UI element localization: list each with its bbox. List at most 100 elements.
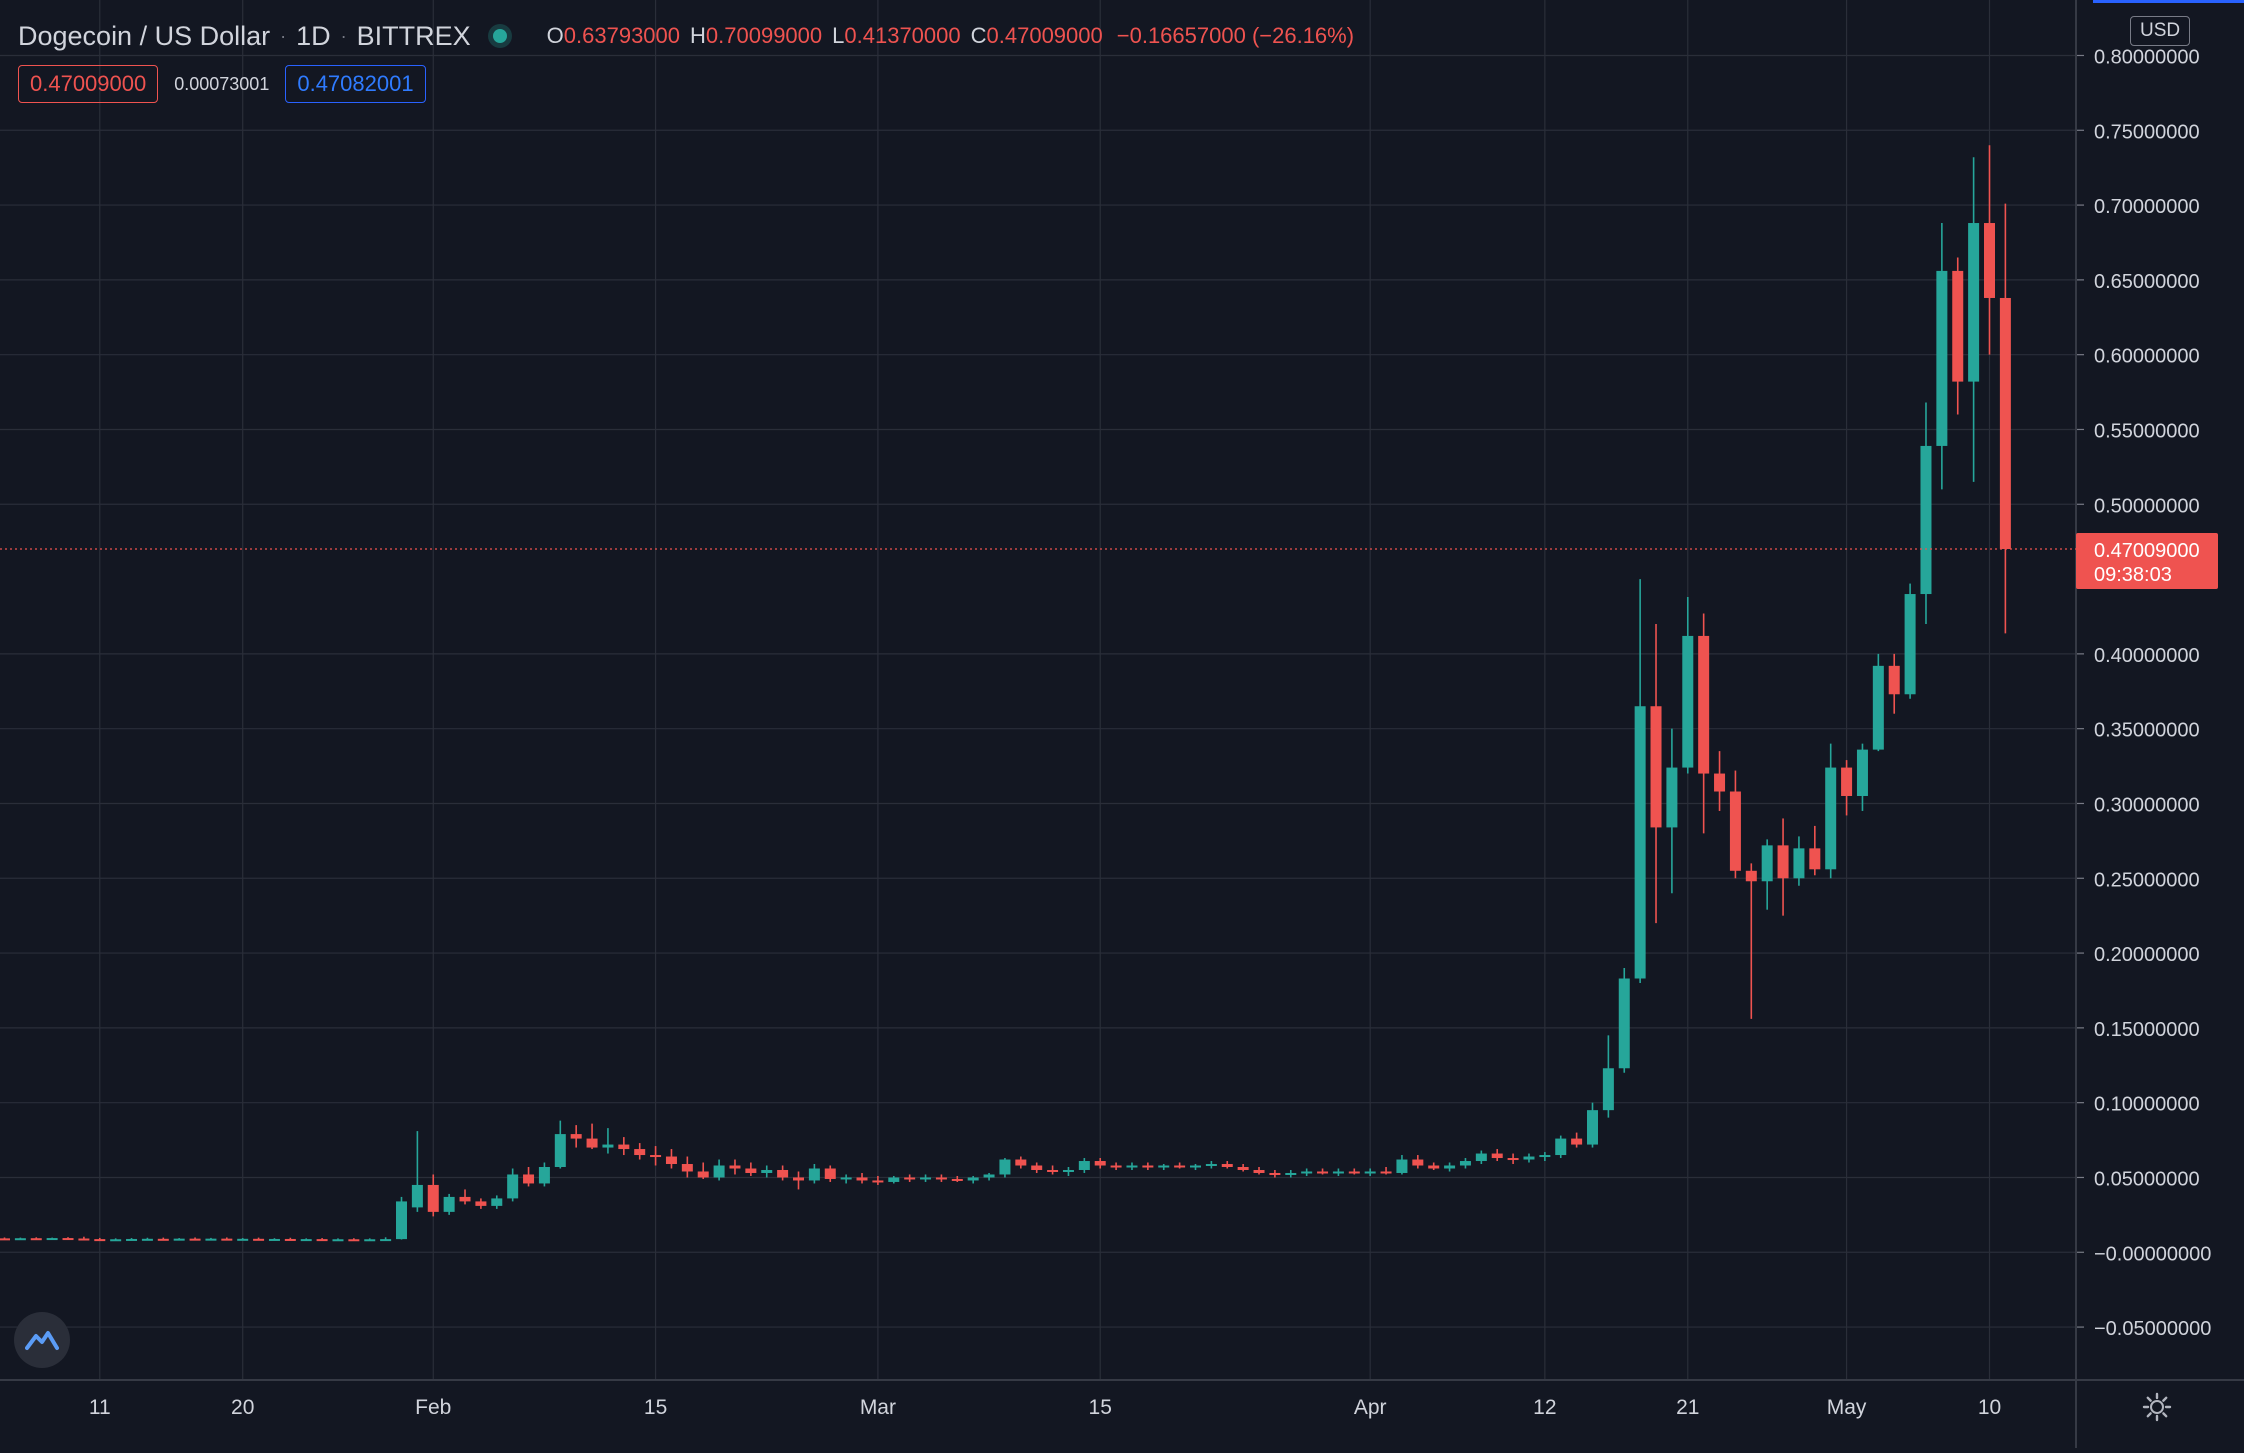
- candle[interactable]: [1555, 1135, 1567, 1159]
- candle[interactable]: [1158, 1164, 1170, 1170]
- candle[interactable]: [141, 1237, 153, 1241]
- candle[interactable]: [427, 1174, 439, 1217]
- candle[interactable]: [491, 1195, 503, 1209]
- candle[interactable]: [1571, 1132, 1583, 1148]
- candle[interactable]: [1221, 1161, 1233, 1169]
- candle[interactable]: [300, 1238, 312, 1242]
- candle[interactable]: [523, 1167, 535, 1187]
- candle[interactable]: [459, 1189, 471, 1205]
- candle[interactable]: [443, 1193, 455, 1215]
- candle[interactable]: [173, 1238, 185, 1241]
- candle[interactable]: [1348, 1168, 1360, 1175]
- candle[interactable]: [1094, 1158, 1106, 1169]
- candle[interactable]: [1714, 751, 1726, 811]
- candle[interactable]: [1745, 863, 1757, 1019]
- candle[interactable]: [618, 1137, 630, 1156]
- candle[interactable]: [681, 1156, 693, 1178]
- candle[interactable]: [1317, 1168, 1329, 1175]
- candle[interactable]: [1253, 1167, 1265, 1175]
- candle[interactable]: [1444, 1162, 1456, 1172]
- candle[interactable]: [221, 1237, 233, 1241]
- candle[interactable]: [1078, 1158, 1090, 1173]
- candle[interactable]: [78, 1236, 90, 1241]
- candle[interactable]: [1602, 1035, 1614, 1118]
- candle[interactable]: [30, 1237, 42, 1241]
- currency-button[interactable]: USD: [2130, 16, 2191, 46]
- candle[interactable]: [935, 1174, 947, 1182]
- candle[interactable]: [1269, 1169, 1281, 1178]
- candle[interactable]: [983, 1172, 995, 1181]
- candle[interactable]: [1396, 1155, 1408, 1175]
- candle[interactable]: [14, 1237, 26, 1241]
- candle[interactable]: [1015, 1156, 1027, 1169]
- candle[interactable]: [1380, 1167, 1392, 1175]
- candle[interactable]: [1856, 743, 1868, 811]
- candle[interactable]: [1412, 1155, 1424, 1169]
- candle[interactable]: [507, 1168, 519, 1202]
- candle[interactable]: [999, 1158, 1011, 1178]
- candle[interactable]: [475, 1198, 487, 1209]
- candle[interactable]: [411, 1131, 423, 1212]
- candle[interactable]: [268, 1238, 280, 1241]
- candle[interactable]: [1650, 623, 1662, 924]
- candle[interactable]: [1698, 613, 1710, 834]
- candle[interactable]: [888, 1175, 900, 1184]
- candle[interactable]: [538, 1162, 550, 1187]
- candle[interactable]: [634, 1143, 646, 1160]
- candle[interactable]: [1428, 1162, 1440, 1170]
- candle[interactable]: [189, 1237, 201, 1241]
- candle[interactable]: [824, 1165, 836, 1182]
- candle[interactable]: [1491, 1149, 1503, 1162]
- candle[interactable]: [46, 1237, 58, 1241]
- candle[interactable]: [951, 1175, 963, 1182]
- candle[interactable]: [745, 1162, 757, 1176]
- candle[interactable]: [1539, 1152, 1551, 1162]
- candle[interactable]: [126, 1238, 138, 1241]
- candle[interactable]: [904, 1174, 916, 1182]
- candle[interactable]: [586, 1123, 598, 1150]
- candle[interactable]: [1174, 1162, 1186, 1169]
- candle[interactable]: [650, 1146, 662, 1166]
- candle[interactable]: [0, 1237, 10, 1241]
- candle[interactable]: [1777, 818, 1789, 916]
- symbol-name[interactable]: Dogecoin / US Dollar: [18, 20, 271, 51]
- candle[interactable]: [1301, 1168, 1313, 1176]
- candle[interactable]: [840, 1174, 852, 1184]
- candle[interactable]: [793, 1171, 804, 1190]
- candle[interactable]: [1682, 597, 1694, 774]
- buy-price-button[interactable]: 0.47082001: [285, 65, 426, 103]
- candle[interactable]: [777, 1165, 789, 1181]
- candle[interactable]: [872, 1175, 884, 1185]
- candle[interactable]: [364, 1238, 376, 1242]
- candle[interactable]: [1618, 968, 1630, 1073]
- candle[interactable]: [1872, 653, 1884, 752]
- candle[interactable]: [1761, 839, 1773, 910]
- candle[interactable]: [1205, 1161, 1217, 1169]
- candle[interactable]: [332, 1238, 344, 1242]
- candle[interactable]: [1936, 223, 1948, 490]
- candle[interactable]: [1126, 1162, 1138, 1170]
- candle[interactable]: [920, 1174, 932, 1182]
- candle[interactable]: [554, 1120, 566, 1169]
- candle[interactable]: [1825, 743, 1837, 879]
- candle[interactable]: [967, 1175, 979, 1184]
- candle[interactable]: [380, 1237, 392, 1242]
- gear-icon[interactable]: [2140, 1390, 2174, 1424]
- candle[interactable]: [1190, 1164, 1201, 1170]
- candle[interactable]: [1459, 1158, 1471, 1169]
- candle[interactable]: [1888, 653, 1900, 714]
- candle[interactable]: [1587, 1102, 1598, 1148]
- candle[interactable]: [157, 1237, 169, 1241]
- candle[interactable]: [1666, 728, 1678, 894]
- candle[interactable]: [396, 1196, 407, 1240]
- candle[interactable]: [1729, 770, 1741, 879]
- candle[interactable]: [94, 1237, 106, 1242]
- candle[interactable]: [348, 1238, 360, 1242]
- candle[interactable]: [665, 1149, 677, 1169]
- candle[interactable]: [1904, 583, 1916, 699]
- candle[interactable]: [1523, 1153, 1535, 1163]
- candle[interactable]: [856, 1172, 868, 1184]
- candle[interactable]: [713, 1159, 725, 1181]
